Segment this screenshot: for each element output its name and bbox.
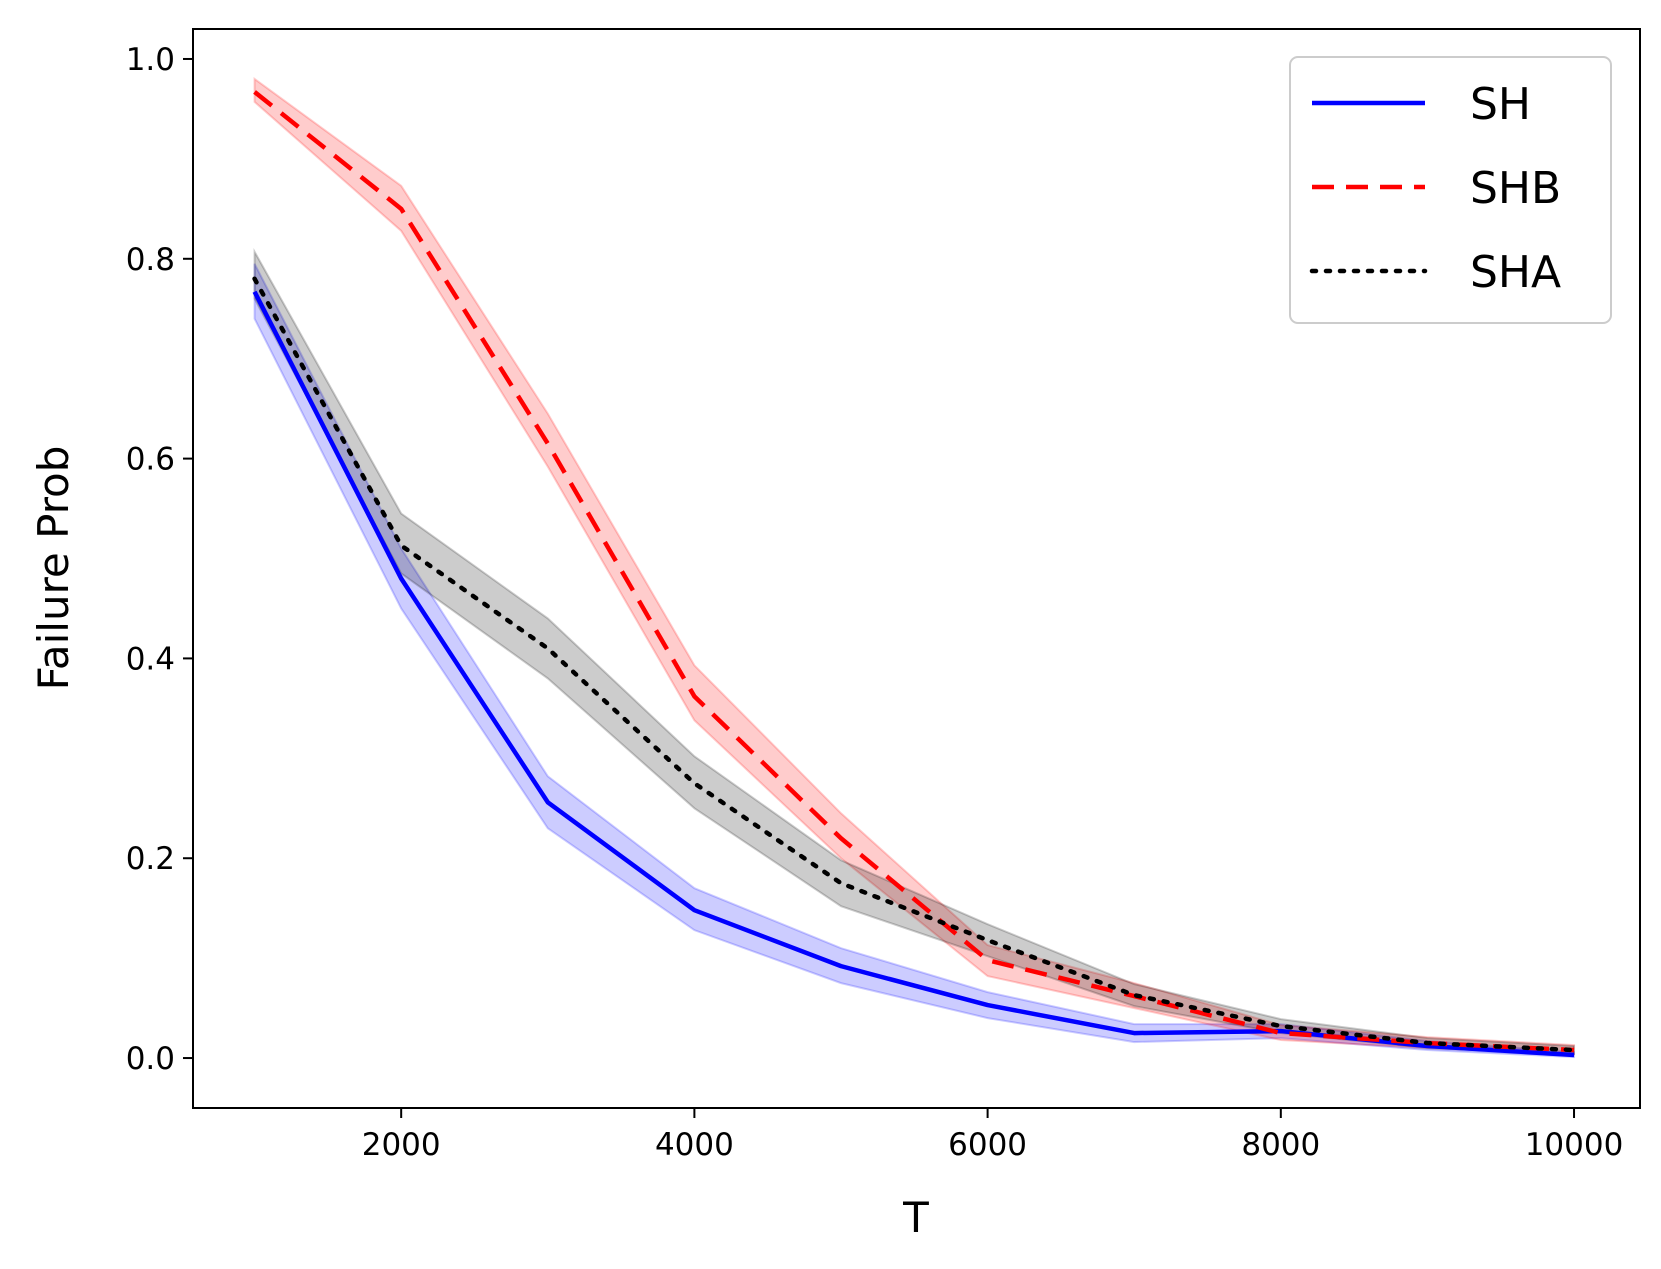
x-tick-label: 8000 [1241, 1127, 1320, 1163]
x-axis-title: T [902, 1193, 929, 1242]
band-sh [253, 263, 1576, 1059]
legend-label-shb: SHB [1470, 163, 1561, 214]
y-tick-label: 0.8 [126, 242, 175, 278]
y-axis-ticks: 0.0 0.2 0.4 0.6 0.8 1.0 [126, 42, 193, 1077]
line-sh [252, 290, 1575, 1058]
x-tick-label: 6000 [948, 1127, 1027, 1163]
x-tick-label: 10000 [1525, 1127, 1624, 1163]
series-lines [252, 90, 1577, 1058]
legend-label-sha: SHA [1470, 247, 1561, 298]
line-shb [253, 90, 1575, 1053]
legend-label-sh: SH [1470, 79, 1531, 130]
x-tick-label: 4000 [655, 1127, 734, 1163]
y-tick-label: 1.0 [126, 42, 175, 78]
y-tick-label: 0.0 [126, 1041, 175, 1077]
y-axis-title: Failure Prob [29, 446, 78, 691]
legend-frame [1289, 56, 1612, 324]
x-tick-label: 2000 [362, 1127, 441, 1163]
y-tick-label: 0.2 [126, 841, 175, 877]
y-tick-label: 0.6 [126, 442, 175, 478]
y-tick-label: 0.4 [126, 641, 175, 677]
line-sha [252, 276, 1577, 1053]
plot-frame [192, 28, 1641, 1109]
legend: SH SHB SHA [1289, 56, 1612, 324]
x-axis-ticks: 2000 4000 6000 8000 10000 [362, 1108, 1624, 1163]
